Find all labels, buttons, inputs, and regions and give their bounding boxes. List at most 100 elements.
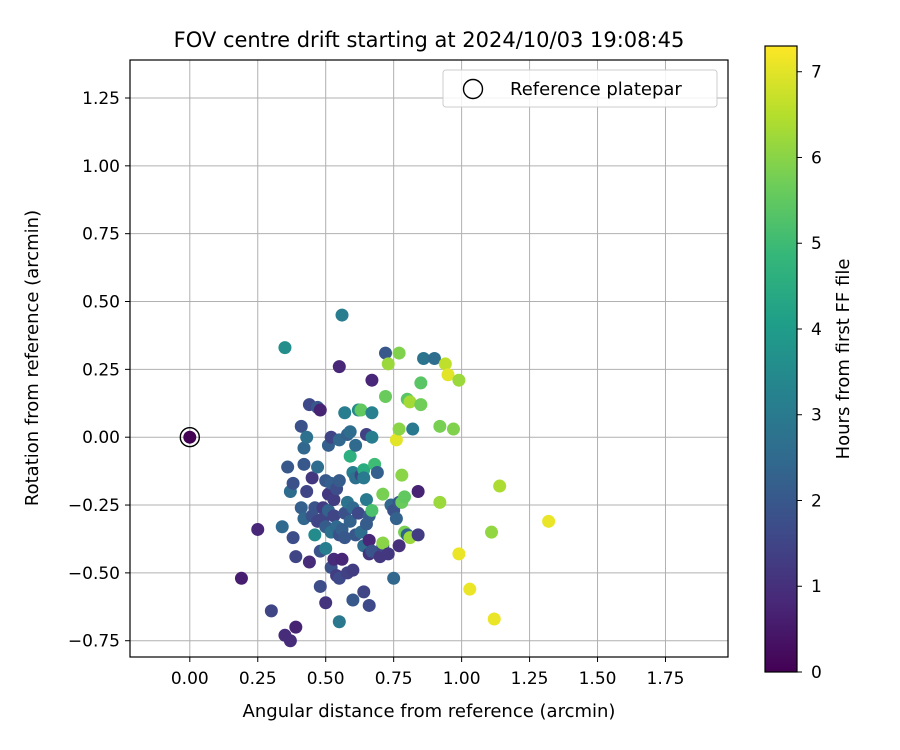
scatter-point: [319, 596, 333, 610]
colorbar-ticks: 0 1 2 3 4 5 6 7: [797, 63, 822, 683]
y-tick-label: 1.25: [82, 89, 120, 109]
scatter-point: [300, 484, 314, 498]
colorbar: 0 1 2 3 4 5 6 7 Hours from first FF file: [764, 45, 854, 683]
scatter-point: [343, 514, 357, 528]
x-tick-label: 1.50: [579, 669, 617, 689]
scatter-point: [417, 352, 431, 365]
scatter-point: [286, 531, 300, 545]
x-tick-label: 0.50: [307, 669, 345, 689]
scatter-point: [357, 471, 371, 485]
scatter-point: [387, 571, 401, 585]
x-tick-label: 1.00: [443, 669, 481, 689]
scatter-point: [392, 539, 406, 553]
scatter-point: [357, 585, 371, 599]
scatter-point: [446, 422, 460, 436]
scatter-point: [379, 346, 393, 360]
y-axis-label: Rotation from reference (arcmin): [22, 210, 43, 506]
scatter-point: [286, 476, 300, 490]
x-tick-label: 1.75: [647, 669, 685, 689]
scatter-point: [343, 449, 357, 463]
grid: [130, 60, 728, 657]
scatter-point: [411, 484, 425, 498]
scatter-point: [392, 346, 406, 360]
scatter-point: [349, 438, 363, 452]
axis-ticks: 0.00 0.25 0.50 0.75 1.00 1.25 1.50 1.75 −0.75 −0.…: [68, 89, 685, 689]
reference-point: [183, 430, 197, 444]
y-tick-label: 1.00: [82, 157, 120, 177]
scatter-point: [351, 506, 365, 520]
scatter-point: [294, 419, 308, 433]
x-tick-label: 1.25: [511, 669, 549, 689]
colorbar-tick-label: 7: [811, 63, 822, 83]
scatter-point: [414, 376, 428, 390]
scatter-point: [381, 547, 395, 561]
scatter-point: [493, 479, 507, 493]
scatter-point: [327, 509, 341, 523]
scatter-point: [302, 555, 316, 569]
scatter-point: [438, 357, 452, 371]
colorbar-tick-label: 1: [811, 577, 822, 597]
chart-title: FOV centre drift starting at 2024/10/03 …: [174, 28, 685, 52]
scatter-point: [376, 487, 390, 501]
scatter-point: [411, 528, 425, 542]
scatter-point: [433, 495, 447, 509]
scatter-point: [379, 389, 393, 403]
plot-frame: [129, 59, 729, 658]
colorbar-tick-label: 4: [811, 320, 822, 340]
scatter-point: [289, 550, 303, 564]
scatter-point: [406, 422, 420, 436]
scatter-point: [365, 430, 379, 444]
colorbar-tick-label: 3: [811, 406, 822, 426]
scatter-point: [376, 536, 390, 550]
scatter-point: [389, 512, 403, 526]
legend: Reference platepar: [442, 69, 718, 108]
scatter-point: [485, 525, 499, 539]
scatter-point: [414, 398, 428, 412]
scatter-point: [365, 503, 379, 517]
scatter-point: [433, 419, 447, 433]
scatter-point: [313, 403, 327, 417]
scatter-point: [297, 441, 311, 455]
scatter-point: [308, 528, 322, 542]
scatter-point: [427, 352, 441, 365]
scatter-point: [359, 493, 373, 507]
colorbar-tick-label: 6: [811, 148, 822, 168]
scatter-point: [305, 471, 319, 485]
legend-marker: [462, 78, 484, 100]
colorbar-tick-label: 2: [811, 491, 822, 511]
scatter-point: [370, 465, 384, 479]
legend-label: Reference platepar: [510, 79, 682, 100]
scatter-point: [251, 522, 265, 536]
scatter-point: [395, 468, 409, 482]
scatter-point: [335, 308, 349, 322]
scatter-point: [289, 620, 303, 634]
scatter-point: [398, 490, 412, 504]
scatter-point: [327, 493, 341, 507]
scatter-points: [179, 308, 556, 648]
scatter-point: [338, 406, 352, 420]
scatter-point: [264, 604, 278, 618]
y-tick-label: −0.75: [68, 632, 120, 652]
y-tick-label: 0.25: [82, 360, 120, 380]
scatter-point: [343, 425, 357, 439]
scatter-point: [362, 598, 376, 612]
scatter-point: [335, 552, 349, 566]
scatter-point: [392, 422, 406, 436]
scatter-point: [297, 457, 311, 471]
scatter-point: [332, 474, 346, 488]
scatter-point: [283, 634, 297, 648]
scatter-point: [463, 582, 477, 596]
scatter-point: [234, 571, 248, 585]
scatter-point: [452, 373, 466, 387]
x-tick-label: 0.75: [375, 669, 413, 689]
colorbar-frame: [764, 45, 798, 673]
scatter-point: [487, 612, 501, 626]
scatter-point: [354, 403, 368, 417]
scatter-point: [275, 520, 289, 534]
legend-box: [442, 69, 718, 108]
scatter-point: [381, 357, 395, 371]
colorbar-label: Hours from first FF file: [833, 259, 854, 460]
colorbar-gradient: [765, 46, 797, 672]
scatter-point: [441, 368, 455, 382]
